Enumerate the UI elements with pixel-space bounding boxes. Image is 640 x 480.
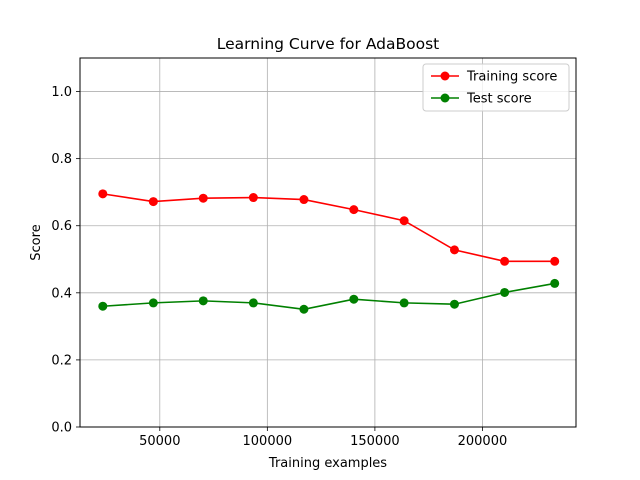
series-line xyxy=(102,193,555,263)
data-point xyxy=(299,304,309,314)
data-point xyxy=(299,195,309,205)
y-tick-label: 0.6 xyxy=(51,219,72,234)
y-tick-label: 0.2 xyxy=(51,353,72,368)
data-point xyxy=(148,197,158,207)
data-point xyxy=(349,205,359,215)
data-point xyxy=(500,256,510,266)
data-point xyxy=(399,298,409,308)
data-point xyxy=(198,296,208,306)
data-point xyxy=(550,256,560,266)
series-training-score xyxy=(98,189,560,266)
legend: Training score Test score xyxy=(422,63,570,112)
y-axis-title: Score xyxy=(29,224,44,260)
data-point xyxy=(198,193,208,203)
x-tick-label: 150000 xyxy=(350,434,400,449)
x-tick-label: 100000 xyxy=(243,434,293,449)
legend-label: Test score xyxy=(466,92,532,107)
y-tick-label: 0.8 xyxy=(51,152,72,167)
plot-area xyxy=(79,57,577,428)
legend-box xyxy=(422,63,570,112)
data-point xyxy=(500,287,510,297)
ticks-layer: 50000 100000 150000 200000 0.0 0.2 0.4 0.6 0.8 1.… xyxy=(51,85,507,449)
data-point xyxy=(248,193,258,203)
data-point xyxy=(449,299,459,309)
legend-entry: Test score xyxy=(431,92,532,107)
x-tick-label: 200000 xyxy=(458,434,508,449)
data-point xyxy=(148,298,158,308)
series-test-score xyxy=(98,278,560,314)
data-point xyxy=(98,301,108,311)
data-point xyxy=(248,298,258,308)
data-point xyxy=(449,245,459,255)
legend-label: Training score xyxy=(466,70,557,85)
y-tick-label: 0.4 xyxy=(51,286,72,301)
x-tick-label: 50000 xyxy=(139,434,180,449)
plot-frame xyxy=(79,57,577,428)
legend-marker xyxy=(440,71,450,81)
legend-entry: Training score xyxy=(431,70,557,85)
y-tick-label: 1.0 xyxy=(51,85,72,100)
data-point xyxy=(349,294,359,304)
series-line xyxy=(102,282,555,311)
data-point xyxy=(98,189,108,199)
series-layer xyxy=(98,189,560,314)
data-point xyxy=(550,278,560,288)
chart-title: Learning Curve for AdaBoost xyxy=(217,35,440,53)
y-tick-label: 0.0 xyxy=(51,421,72,436)
data-point xyxy=(399,216,409,226)
legend-marker xyxy=(440,93,450,103)
x-axis-title: Training examples xyxy=(268,456,387,471)
